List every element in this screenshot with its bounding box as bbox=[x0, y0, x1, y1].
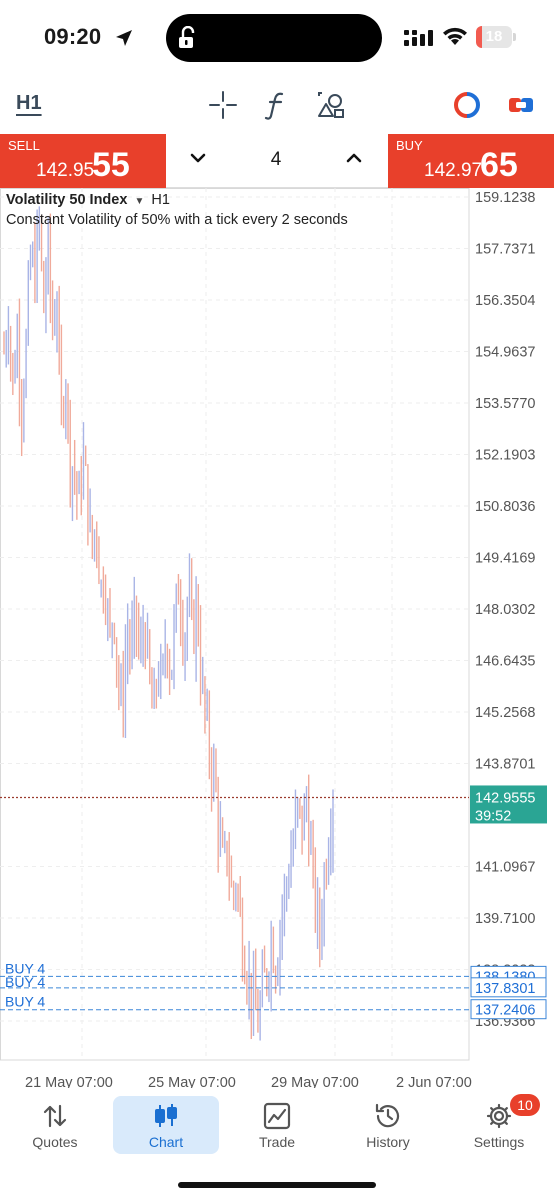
price-tick-label: 157.7371 bbox=[475, 242, 535, 258]
home-indicator bbox=[178, 1182, 376, 1188]
price-tick-label: 143.8701 bbox=[475, 757, 535, 773]
price-tick-label: 141.0967 bbox=[475, 860, 535, 876]
time-tick-label: 21 May 07:00 bbox=[25, 1075, 113, 1088]
order-price-label: 137.8301 bbox=[475, 981, 535, 997]
time-tick-label: 2 Jun 07:00 bbox=[396, 1075, 472, 1088]
chevron-down-small-icon: ▼ bbox=[134, 196, 145, 207]
cellular-signal-icon bbox=[404, 30, 433, 46]
order-price-box bbox=[470, 999, 547, 1020]
chart-symbol-header[interactable]: Volatility 50 Index ▼ H1 bbox=[6, 192, 170, 208]
current-price-label: 142.9555 bbox=[475, 790, 535, 806]
tab-label-settings: Settings bbox=[473, 1134, 525, 1150]
buy-price-main: 142.97 bbox=[424, 160, 483, 181]
tab-quotes[interactable]: Quotes bbox=[2, 1096, 108, 1154]
price-tick-label: 139.7100 bbox=[475, 911, 535, 927]
location-arrow-icon bbox=[116, 30, 132, 46]
chart-timeframe: H1 bbox=[151, 192, 170, 208]
order-label: BUY 4 bbox=[5, 960, 45, 976]
tab-settings[interactable]: 10 Settings bbox=[446, 1094, 552, 1154]
history-clock-icon bbox=[375, 1103, 400, 1128]
time-tick-label: 29 May 07:00 bbox=[271, 1075, 359, 1088]
objects-icon[interactable] bbox=[316, 90, 346, 120]
tab-label-quotes: Quotes bbox=[32, 1134, 78, 1150]
price-tick-label: 156.3504 bbox=[475, 293, 535, 309]
battery-fill bbox=[476, 26, 483, 48]
sell-button[interactable]: SELL 142.95 55 bbox=[0, 134, 166, 188]
current-price-box bbox=[470, 785, 547, 824]
tab-history[interactable]: History bbox=[335, 1096, 441, 1154]
bottom-tab-bar: Quotes Chart Trade History bbox=[0, 1094, 554, 1162]
chart-description: Constant Volatility of 50% with a tick e… bbox=[6, 212, 348, 228]
wifi-icon bbox=[443, 27, 467, 45]
battery-icon: 18 bbox=[476, 26, 516, 48]
sell-price-pips: 55 bbox=[92, 146, 130, 184]
time-tick-label: 25 May 07:00 bbox=[148, 1075, 236, 1088]
settings-notification-badge: 10 bbox=[510, 1094, 540, 1116]
indicator-f-icon[interactable] bbox=[262, 90, 292, 120]
order-price-label: 137.2406 bbox=[475, 1003, 535, 1019]
timeframe-selector[interactable]: H1 bbox=[16, 92, 42, 114]
chart-symbol: Volatility 50 Index bbox=[6, 192, 128, 208]
price-tick-label: 154.9637 bbox=[475, 345, 535, 361]
status-time: 09:20 bbox=[44, 24, 102, 49]
one-click-trade-panel: SELL 142.95 55 4 BUY 142.97 65 bbox=[0, 134, 554, 188]
chart-frame bbox=[0, 188, 470, 1061]
buy-price-pips: 65 bbox=[480, 146, 518, 184]
lock-open-icon bbox=[179, 26, 195, 48]
buy-label: BUY bbox=[396, 138, 423, 153]
status-bar: 09:20 18 bbox=[0, 0, 554, 76]
sell-price-main: 142.95 bbox=[36, 160, 95, 181]
tab-label-chart: Chart bbox=[148, 1134, 184, 1150]
lot-size-control: 4 bbox=[166, 134, 388, 188]
battery-level: 18 bbox=[485, 28, 503, 45]
quotes-arrows-icon bbox=[43, 1104, 67, 1128]
candlestick-icon bbox=[155, 1104, 177, 1127]
order-label: BUY 4 bbox=[5, 974, 45, 990]
chevron-down-icon[interactable] bbox=[188, 148, 208, 168]
chart-toolbar: H1 bbox=[0, 82, 554, 126]
price-tick-label: 146.6435 bbox=[475, 654, 535, 670]
buy-button[interactable]: BUY 142.97 65 bbox=[388, 134, 554, 188]
price-tick-label: 149.4169 bbox=[475, 551, 535, 567]
price-chart[interactable]: BUY 4 BUY 4 BUY 4 159.1238 157.7371 156.3504… bbox=[0, 188, 554, 1091]
price-tick-label: 150.8036 bbox=[475, 499, 535, 515]
order-price-box bbox=[470, 977, 547, 998]
tab-label-trade: Trade bbox=[258, 1134, 296, 1150]
settings-gear-icon bbox=[486, 1103, 512, 1129]
lot-size-value[interactable]: 4 bbox=[270, 149, 282, 170]
price-tick-label: 145.2568 bbox=[475, 705, 535, 721]
chevron-up-icon[interactable] bbox=[344, 148, 364, 168]
countdown-label: 39:52 bbox=[475, 808, 511, 824]
order-label: BUY 4 bbox=[5, 994, 45, 1010]
chart-toggle-icon[interactable] bbox=[506, 90, 536, 120]
price-tick-label: 148.0302 bbox=[475, 602, 535, 618]
price-tick-label: 153.5770 bbox=[475, 396, 535, 412]
tab-label-history: History bbox=[366, 1134, 410, 1150]
one-click-trading-icon[interactable] bbox=[452, 90, 482, 120]
crosshair-icon[interactable] bbox=[208, 90, 238, 120]
sell-label: SELL bbox=[8, 138, 40, 153]
tab-chart[interactable]: Chart bbox=[113, 1096, 219, 1154]
price-tick-label: 152.1903 bbox=[475, 448, 535, 464]
trade-chart-icon bbox=[263, 1102, 291, 1130]
price-tick-label: 159.1238 bbox=[475, 190, 535, 206]
tab-trade[interactable]: Trade bbox=[224, 1096, 330, 1154]
dynamic-island bbox=[166, 14, 382, 62]
